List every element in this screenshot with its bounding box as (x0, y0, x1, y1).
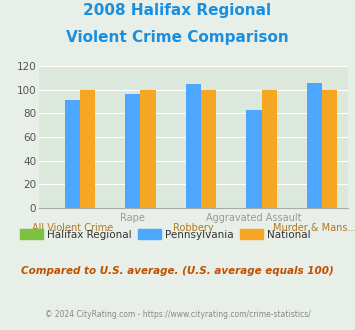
Bar (201, 90, 216, 208)
Text: Rape: Rape (120, 213, 145, 223)
Bar (322, 90, 337, 208)
Bar (125, 94, 141, 208)
Bar (141, 90, 155, 208)
Text: Compared to U.S. average. (U.S. average equals 100): Compared to U.S. average. (U.S. average … (21, 266, 334, 276)
Text: Murder & Mans...: Murder & Mans... (273, 223, 355, 233)
Bar (80, 90, 95, 208)
Bar (246, 110, 262, 208)
Text: 2008 Halifax Regional: 2008 Halifax Regional (83, 3, 272, 18)
Text: © 2024 CityRating.com - https://www.cityrating.com/crime-statistics/: © 2024 CityRating.com - https://www.city… (45, 310, 310, 319)
Legend: Halifax Regional, Pennsylvania, National: Halifax Regional, Pennsylvania, National (16, 225, 315, 244)
Text: Aggravated Assault: Aggravated Assault (206, 213, 302, 223)
Text: Violent Crime Comparison: Violent Crime Comparison (66, 30, 289, 45)
Text: Robbery: Robbery (173, 223, 214, 233)
Text: All Violent Crime: All Violent Crime (32, 223, 113, 233)
Bar (186, 84, 201, 208)
Bar (307, 82, 322, 208)
Bar (65, 100, 80, 208)
Bar (262, 90, 277, 208)
